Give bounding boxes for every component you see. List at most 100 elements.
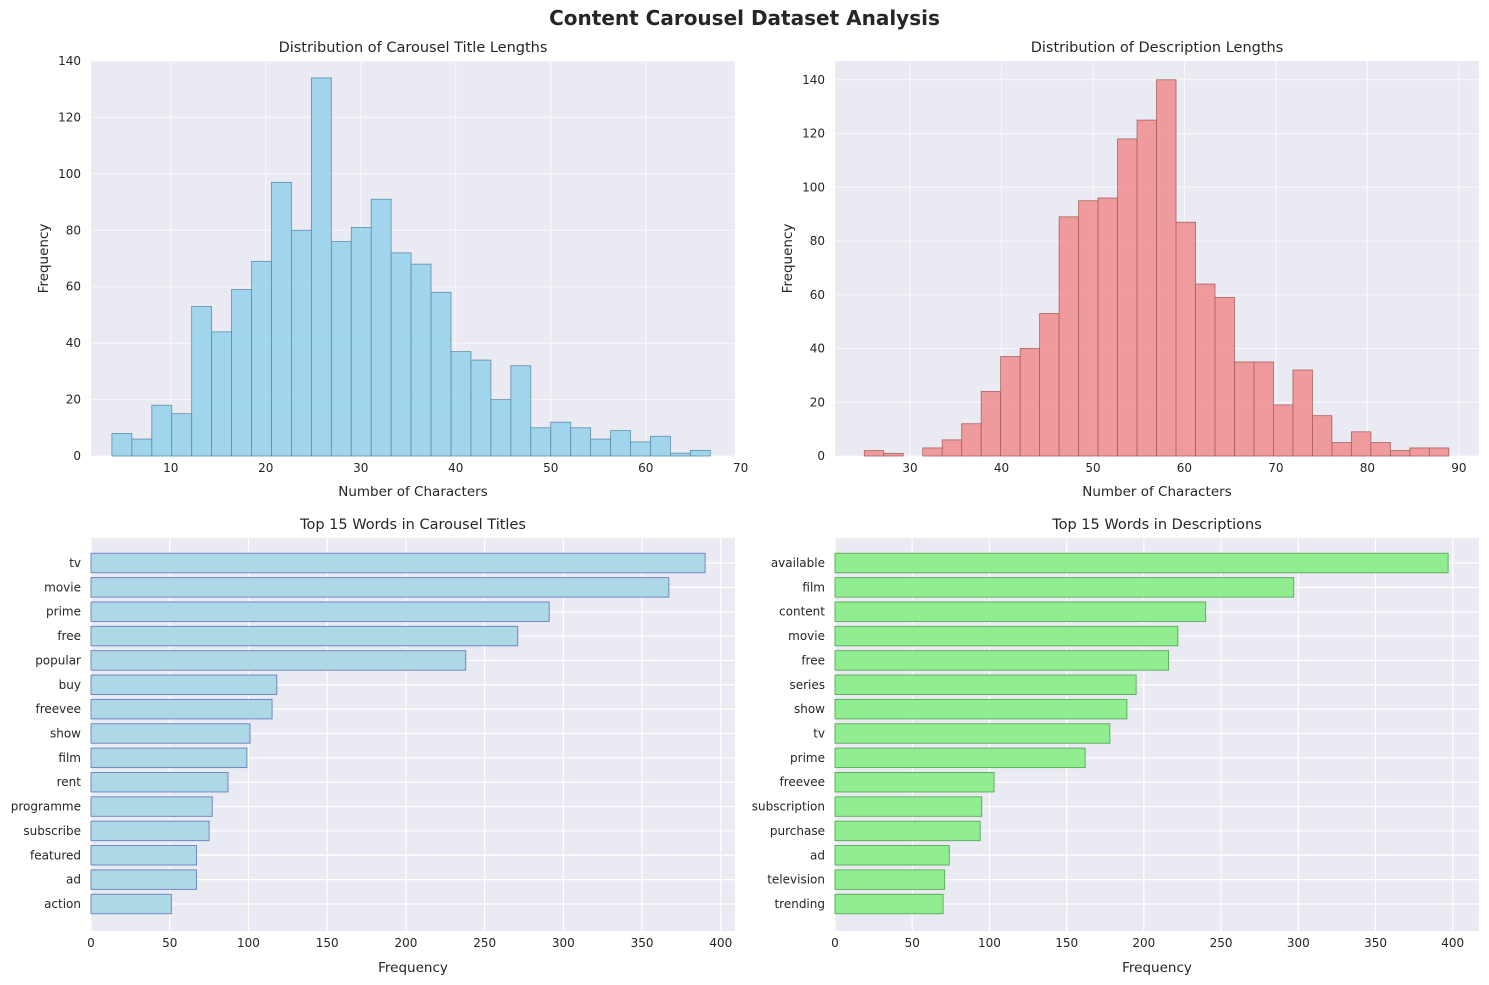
bar [90, 625, 519, 647]
bar [90, 601, 550, 622]
x-tick-label: 30 [902, 461, 917, 475]
x-axis-label: Number of Characters [1082, 484, 1232, 500]
category-label: subscribe [23, 824, 81, 838]
histogram-bar [922, 447, 943, 457]
x-tick-label: 50 [1085, 461, 1100, 475]
category-label: ad [66, 873, 81, 887]
category-label: popular [35, 653, 81, 667]
histogram-bar [1234, 361, 1255, 457]
histogram-bar [490, 399, 512, 457]
x-tick-label: 30 [353, 461, 368, 475]
histogram-bar [1117, 138, 1138, 457]
histogram-bar [650, 435, 671, 457]
y-tick-label: 100 [58, 167, 81, 181]
histogram-bar [670, 452, 691, 457]
category-label: freevee [35, 702, 81, 716]
y-tick-label: 0 [73, 449, 81, 463]
histogram-bar [470, 359, 492, 457]
category-label: featured [30, 848, 81, 862]
category-label: show [50, 727, 81, 741]
histogram-bar [350, 227, 372, 457]
x-tick-label: 100 [237, 936, 260, 950]
x-tick-label: 50 [162, 936, 177, 950]
histogram-bar [1097, 197, 1118, 457]
bar [90, 552, 706, 574]
histogram-bar [1214, 297, 1235, 457]
bar [90, 747, 248, 769]
bar [90, 893, 172, 915]
category-label: rent [57, 775, 82, 789]
x-tick-label: 350 [631, 936, 654, 950]
histogram-bar [1312, 415, 1333, 457]
histogram-bar [410, 263, 432, 457]
histogram-bar [1389, 450, 1411, 457]
y-tick-label: 20 [810, 395, 825, 409]
y-tick-label: 120 [802, 127, 825, 141]
bar [90, 674, 278, 695]
chart-4: Top 15 Words in Descriptions available fil… [752, 517, 1479, 976]
bar [834, 869, 946, 890]
bar [90, 577, 670, 598]
bar [834, 772, 995, 793]
chart-title: Top 15 Words in Descriptions [1051, 517, 1262, 533]
histogram-bar [961, 423, 982, 457]
histogram-bar [330, 241, 352, 457]
category-label: tv [813, 727, 825, 741]
y-tick-label: 120 [58, 110, 81, 124]
histogram-bar [370, 198, 392, 457]
category-label: free [801, 653, 825, 667]
histogram-bar [251, 260, 272, 457]
x-axis-label: Number of Characters [338, 484, 488, 500]
category-label: freevee [779, 775, 825, 789]
category-label: prime [790, 751, 825, 765]
x-tick-label: 40 [994, 461, 1009, 475]
bar [834, 820, 981, 842]
histogram-bar [510, 365, 532, 457]
x-tick-label: 70 [733, 461, 748, 475]
y-tick-label: 0 [817, 449, 825, 463]
category-label: movie [44, 580, 81, 594]
histogram-bar [111, 433, 133, 457]
category-label: prime [46, 605, 81, 619]
histogram-bar [530, 427, 552, 457]
x-tick-label: 200 [394, 936, 417, 950]
bar [90, 845, 197, 866]
bar [90, 650, 467, 671]
category-label: available [771, 556, 825, 570]
histogram-bar [1292, 369, 1313, 457]
x-tick-label: 100 [978, 936, 1001, 950]
histogram-bar [430, 291, 452, 457]
bar [90, 869, 197, 890]
histogram-bar [1019, 348, 1041, 457]
histogram-bar [1195, 283, 1216, 457]
bar [834, 796, 983, 817]
category-label: trending [774, 897, 825, 911]
histogram-bar [630, 441, 651, 457]
x-tick-label: 60 [638, 461, 653, 475]
x-tick-label: 300 [1287, 936, 1310, 950]
y-tick-label: 40 [810, 342, 825, 356]
bar [90, 820, 210, 842]
chart-3: Top 15 Words in Carousel Titles tv movie pr… [11, 517, 735, 976]
x-axis-label: Frequency [1122, 960, 1192, 976]
category-label: movie [788, 629, 825, 643]
y-tick-label: 100 [802, 180, 825, 194]
y-tick-label: 140 [802, 73, 825, 87]
histogram-bar [570, 427, 592, 457]
chart-2: Distribution of Description Lengths 30 40 5… [780, 40, 1479, 500]
bar [834, 601, 1207, 622]
histogram-bar [863, 450, 885, 457]
x-tick-label: 350 [1364, 936, 1387, 950]
histogram-bar [1039, 313, 1060, 457]
y-tick-label: 80 [66, 223, 81, 237]
category-label: content [779, 605, 825, 619]
histogram-bar [689, 449, 711, 457]
x-tick-label: 60 [1177, 461, 1192, 475]
bar [834, 577, 1295, 598]
histogram-bar [1136, 119, 1157, 457]
histogram-bar [1078, 200, 1099, 457]
histogram-bar [1273, 404, 1294, 457]
bar [834, 674, 1137, 695]
x-tick-label: 300 [552, 936, 575, 950]
